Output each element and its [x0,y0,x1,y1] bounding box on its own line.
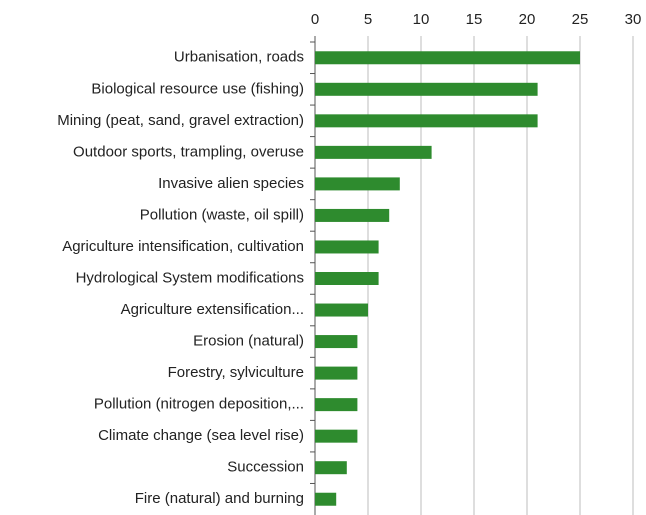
x-tick-label: 10 [413,11,430,28]
bar [315,51,580,65]
y-tick-label: Biological resource use (fishing) [91,80,304,97]
bar [315,145,432,159]
x-tick-label: 5 [364,11,372,28]
y-tick-label: Agriculture intensification, cultivation [62,238,304,255]
x-tick-label: 0 [311,11,319,28]
bar [315,240,379,254]
x-tick-label: 30 [625,11,642,28]
x-tick-label: 20 [519,11,536,28]
bar [315,208,390,222]
x-tick-label: 25 [572,11,589,28]
bar [315,114,538,128]
y-tick-label: Urbanisation, roads [174,49,304,66]
y-tick-label: Invasive alien species [158,175,304,192]
bar [315,461,347,475]
bar [315,303,368,317]
y-tick-label: Forestry, sylviculture [168,364,304,381]
y-tick-label: Hydrological System modifications [76,269,304,286]
x-tick-label: 15 [466,11,483,28]
y-tick-label: Outdoor sports, trampling, overuse [73,143,304,160]
y-tick-label: Erosion (natural) [193,333,304,350]
bar [315,492,337,506]
y-tick-label: Pollution (waste, oil spill) [140,206,304,223]
bar [315,177,400,191]
bar [315,82,538,96]
bar [315,398,358,412]
bar [315,272,379,285]
y-tick-label: Succession [227,459,304,476]
y-tick-label: Mining (peat, sand, gravel extraction) [57,112,304,129]
y-tick-label: Agriculture extensification... [121,301,304,318]
y-tick-label: Climate change (sea level rise) [98,427,304,444]
y-tick-label: Fire (natural) and burning [135,490,304,507]
bar [315,335,358,349]
y-tick-label: Pollution (nitrogen deposition,... [94,396,304,413]
bar [315,366,358,380]
bar [315,429,358,443]
